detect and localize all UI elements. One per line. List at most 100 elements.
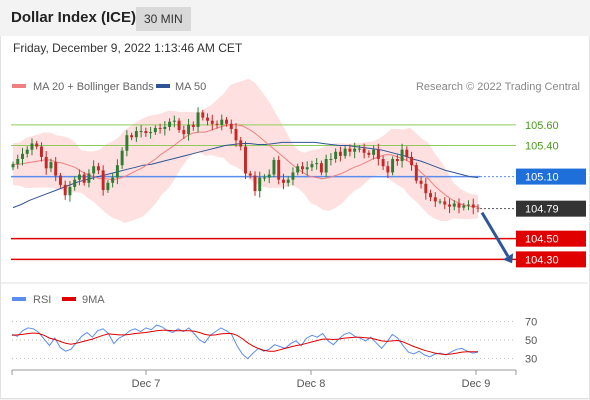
candle-body bbox=[429, 193, 433, 198]
candle-body bbox=[158, 127, 162, 129]
candle-body bbox=[300, 166, 304, 170]
candle-body bbox=[101, 170, 105, 191]
candle bbox=[315, 158, 319, 170]
candle bbox=[225, 117, 228, 127]
rsi-tick-label: 30 bbox=[525, 354, 537, 366]
rsi-ma-legend-label: 9MA bbox=[82, 294, 105, 306]
candle-body bbox=[25, 149, 29, 154]
time-axis: Dec 7 Dec 8 Dec 9 bbox=[11, 369, 517, 390]
candle-body bbox=[96, 166, 100, 171]
candle-body bbox=[286, 179, 290, 183]
candle bbox=[267, 169, 271, 184]
candle bbox=[115, 159, 119, 185]
candle bbox=[329, 153, 333, 166]
candle-body bbox=[139, 131, 143, 133]
rsi-line bbox=[11, 324, 479, 360]
candle-body bbox=[319, 163, 323, 173]
candle bbox=[68, 181, 72, 202]
candle bbox=[357, 145, 361, 153]
candle bbox=[410, 151, 414, 171]
candle bbox=[457, 198, 461, 214]
candle bbox=[334, 148, 338, 163]
candle-body bbox=[424, 183, 428, 194]
candle-body bbox=[248, 173, 252, 176]
time-tick-label: Dec 9 bbox=[462, 378, 491, 390]
forecast-arrow-shaft bbox=[480, 211, 510, 258]
candle bbox=[11, 161, 15, 171]
candle bbox=[168, 118, 172, 131]
candle bbox=[462, 202, 466, 211]
candle bbox=[210, 114, 214, 131]
forecast-arrow-layer bbox=[480, 211, 514, 264]
candle-body bbox=[239, 140, 243, 147]
candle bbox=[87, 169, 91, 188]
candle-body bbox=[58, 175, 62, 185]
candle-body bbox=[182, 130, 186, 135]
candle bbox=[381, 155, 385, 170]
candle bbox=[177, 118, 181, 133]
candle-body bbox=[381, 158, 385, 167]
candle bbox=[324, 154, 328, 178]
candle-body bbox=[77, 174, 81, 180]
candle-body bbox=[296, 166, 300, 173]
candle bbox=[54, 157, 58, 182]
candle bbox=[92, 160, 96, 180]
candle bbox=[296, 163, 300, 176]
candle-body bbox=[187, 124, 191, 135]
candle-body bbox=[310, 164, 314, 168]
header-bar: Dollar Index (ICE) 30 MIN bbox=[0, 0, 590, 36]
rsi-legend-swatch bbox=[12, 297, 26, 301]
candle bbox=[248, 170, 252, 179]
candle-body bbox=[452, 203, 456, 207]
candle bbox=[277, 155, 281, 185]
forecast-arrow-head bbox=[502, 253, 514, 264]
candle bbox=[372, 145, 376, 160]
candle-body bbox=[267, 174, 271, 178]
candle bbox=[443, 197, 447, 210]
pivot-label: 105.10 bbox=[525, 172, 559, 184]
candle-body bbox=[362, 148, 366, 153]
candle-body bbox=[467, 204, 470, 206]
candle-body bbox=[229, 123, 233, 129]
ma50-legend-swatch bbox=[156, 84, 170, 88]
candle-body bbox=[476, 207, 480, 209]
candle-body bbox=[68, 186, 72, 196]
candle bbox=[73, 176, 77, 191]
candle bbox=[244, 141, 247, 180]
candle-body bbox=[234, 128, 238, 141]
candle bbox=[187, 118, 191, 141]
candle-body bbox=[201, 112, 205, 118]
candle bbox=[30, 138, 34, 156]
candle bbox=[272, 157, 276, 178]
candle-body bbox=[115, 165, 119, 178]
time-tick-label: Dec 8 bbox=[297, 378, 326, 390]
candle bbox=[452, 200, 456, 211]
candle bbox=[172, 115, 176, 128]
candle bbox=[120, 147, 124, 169]
candle-body bbox=[39, 146, 43, 157]
candle-body bbox=[92, 166, 96, 174]
candle bbox=[106, 180, 110, 193]
candle-body bbox=[277, 160, 281, 180]
candle bbox=[139, 125, 143, 138]
candle-body bbox=[144, 131, 148, 134]
candle bbox=[305, 161, 309, 176]
candle bbox=[144, 127, 148, 137]
ma20-legend-label: MA 20 + Bollinger Bands bbox=[33, 81, 154, 93]
period-badge[interactable]: 30 MIN bbox=[136, 7, 191, 31]
candle-body bbox=[443, 201, 447, 205]
candle-body bbox=[348, 148, 352, 152]
candle bbox=[234, 123, 238, 147]
candle-body bbox=[291, 172, 295, 180]
candle-body bbox=[258, 177, 262, 192]
candle bbox=[163, 121, 167, 136]
candle bbox=[63, 180, 67, 200]
candle bbox=[419, 176, 423, 189]
resistance-label-105.40: 105.40 bbox=[525, 141, 559, 153]
rsi-tick-label: 70 bbox=[525, 316, 537, 328]
candle bbox=[220, 114, 224, 131]
candle-body bbox=[372, 149, 376, 155]
candle bbox=[343, 146, 347, 159]
rsi-legend: RSI 9MA bbox=[12, 294, 105, 306]
candle-body bbox=[215, 123, 219, 125]
